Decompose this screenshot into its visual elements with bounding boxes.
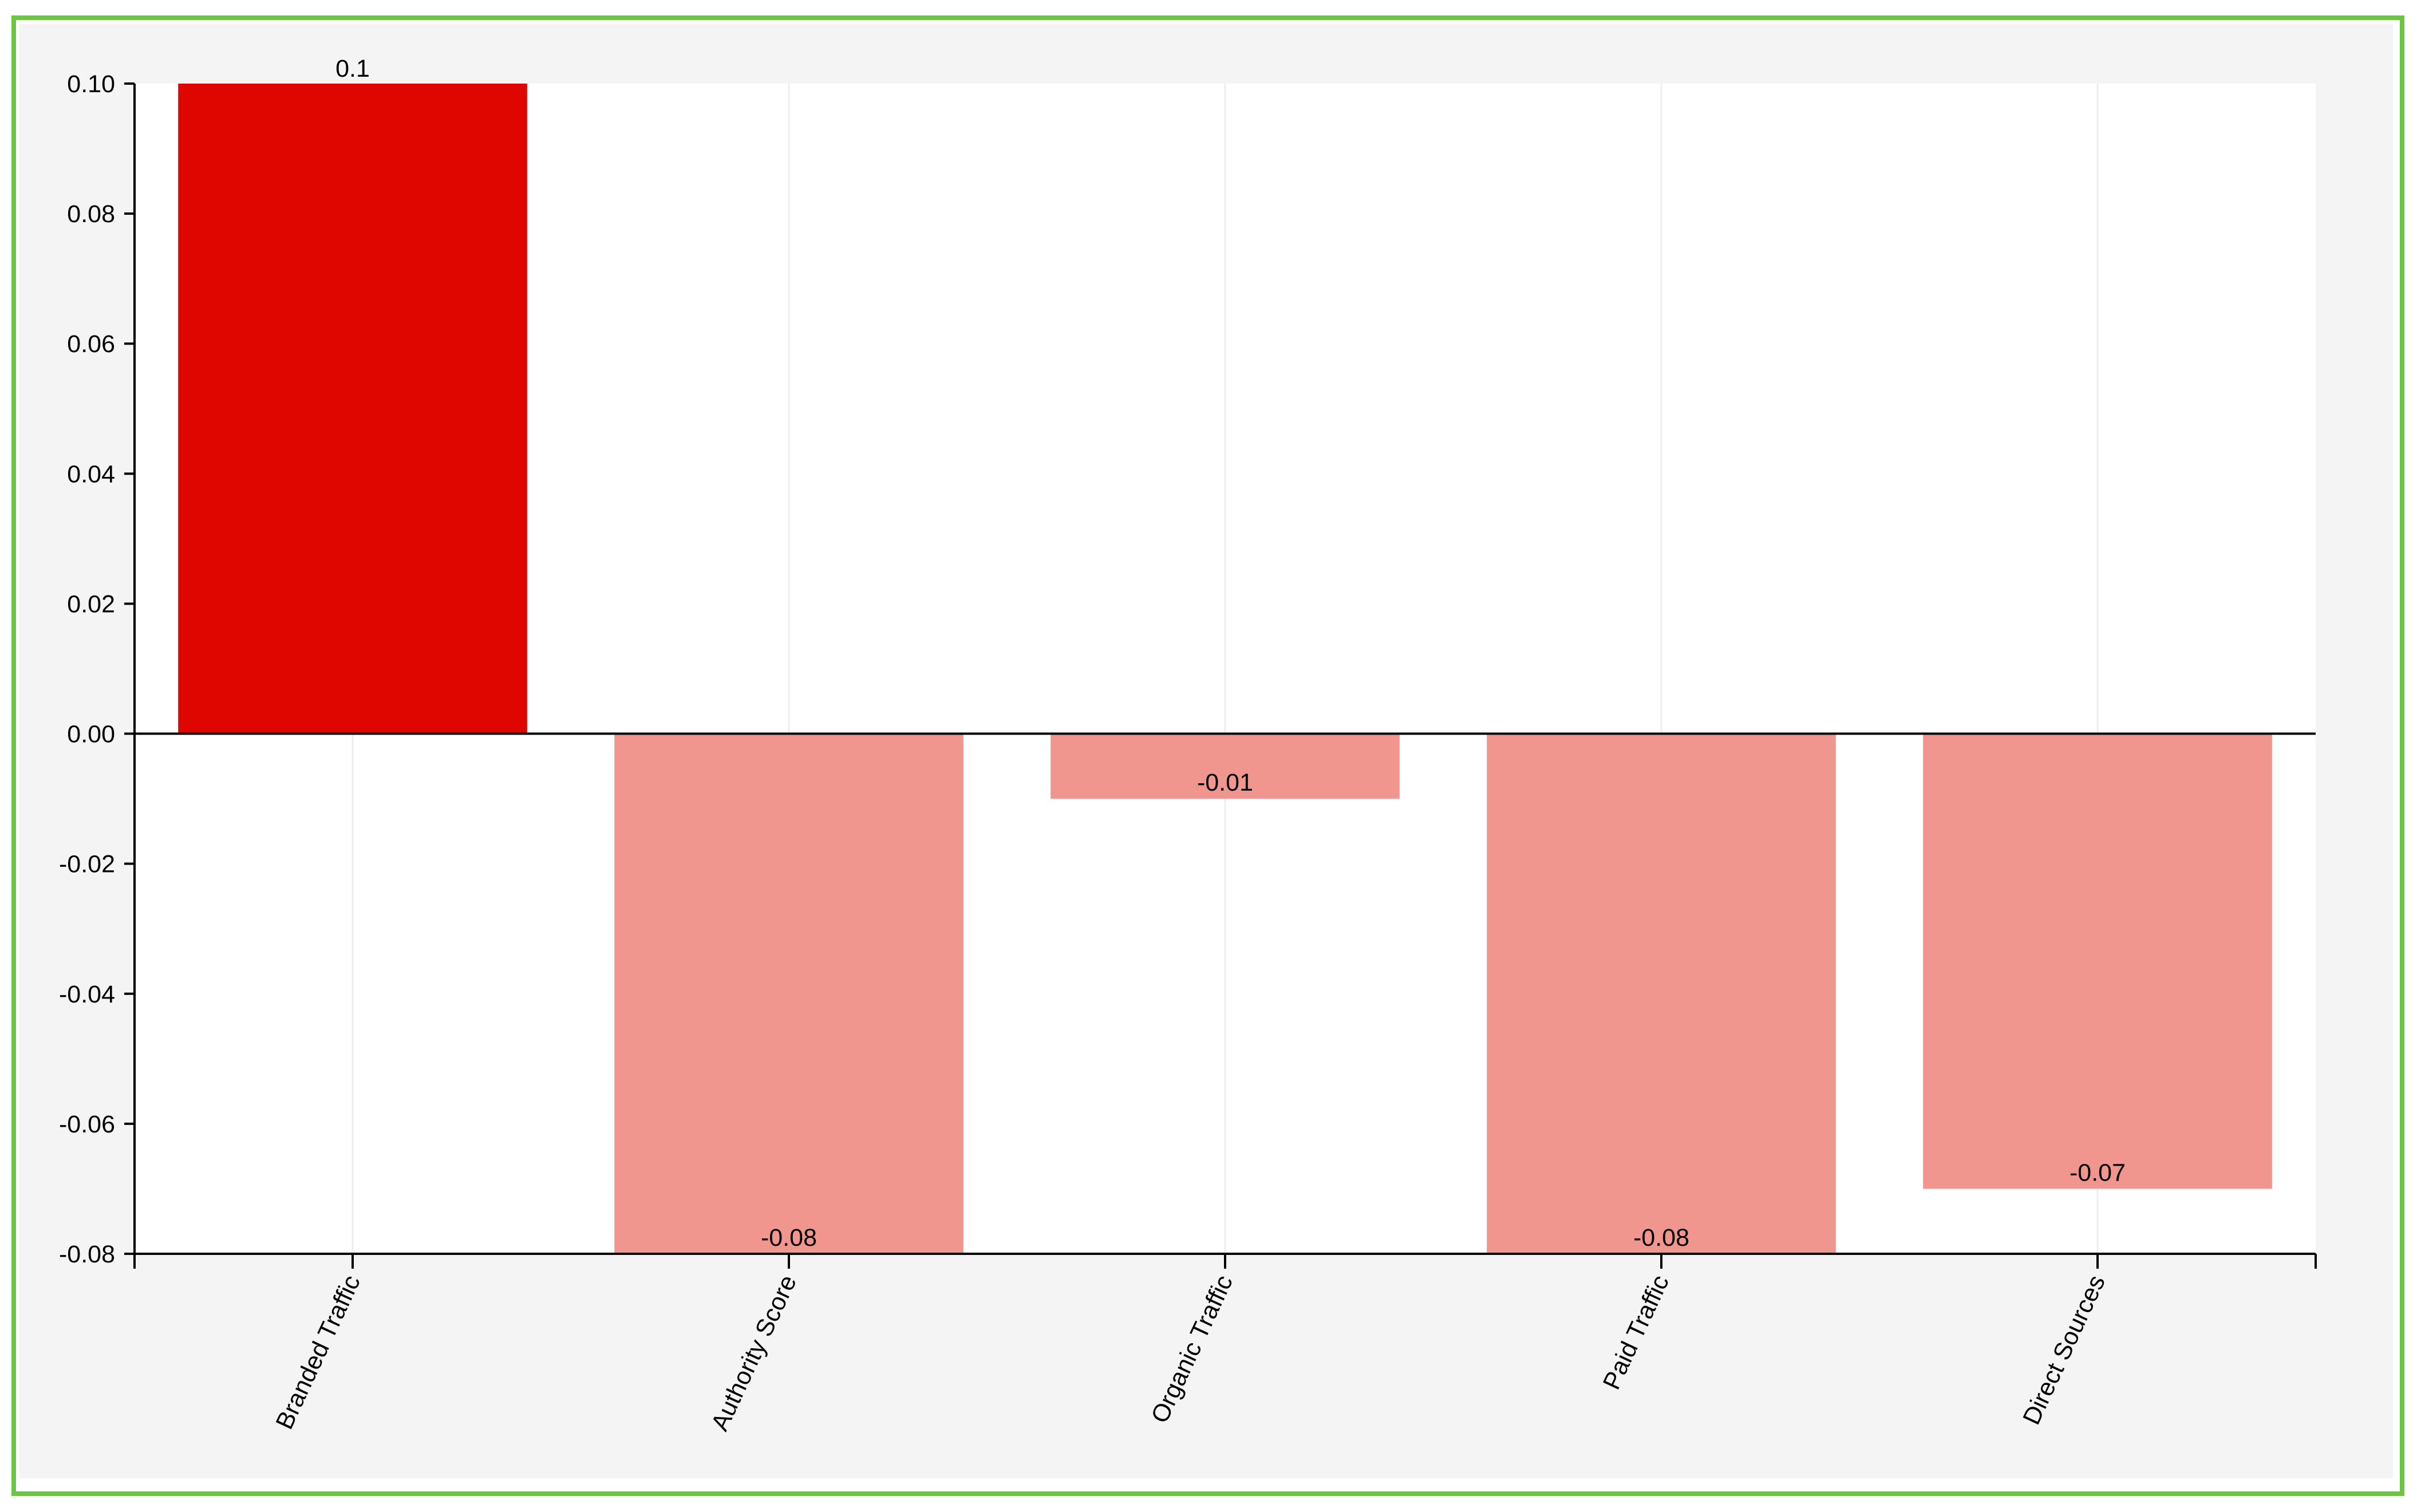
bar — [1487, 733, 1836, 1254]
y-tick-label: -0.06 — [59, 1111, 115, 1138]
y-tick-label: 0.00 — [67, 721, 115, 748]
bar — [614, 733, 963, 1254]
x-tick-label: Direct Sources — [2017, 1271, 2111, 1429]
y-tick-label: -0.02 — [59, 851, 115, 878]
y-tick-label: 0.02 — [67, 590, 115, 618]
x-tick-label: Organic Traffic — [1146, 1271, 1238, 1427]
data-label: 0.1 — [335, 55, 370, 82]
bars — [178, 84, 2272, 1254]
axes — [124, 82, 2317, 1269]
data-label: -0.07 — [2070, 1159, 2126, 1186]
y-tick-label: -0.08 — [59, 1241, 115, 1268]
y-tick-label: -0.04 — [59, 981, 115, 1008]
bar — [1923, 733, 2272, 1189]
data-label: -0.08 — [761, 1224, 817, 1252]
bar — [178, 84, 527, 734]
data-label: -0.08 — [1633, 1224, 1689, 1252]
x-tick-label: Branded Traffic — [271, 1271, 366, 1434]
y-tick-label: 0.04 — [67, 460, 115, 488]
data-label: -0.01 — [1197, 769, 1253, 796]
y-tick-label: 0.06 — [67, 330, 115, 358]
bar — [1050, 733, 1400, 799]
y-tick-label: 0.10 — [67, 70, 115, 98]
x-tick-label: Authority Score — [706, 1271, 802, 1435]
x-tick-label: Paid Traffic — [1598, 1271, 1674, 1394]
y-tick-label: 0.08 — [67, 200, 115, 228]
